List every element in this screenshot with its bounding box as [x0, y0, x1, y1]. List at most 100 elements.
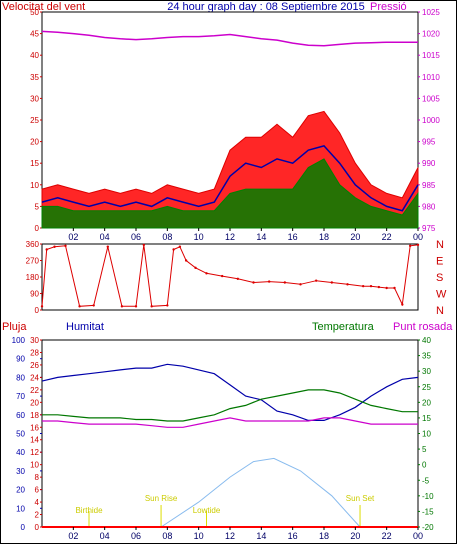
wind-direction-point	[283, 281, 287, 284]
rain-tick-label: 12	[30, 448, 39, 457]
wind-direction-point	[252, 281, 255, 284]
compass-label: W	[436, 289, 447, 301]
temperature-tick-label: -5	[422, 476, 430, 485]
humidity-label: Humitat	[66, 321, 104, 333]
wind-direction-point	[314, 279, 318, 282]
rain-tick-label: 18	[30, 411, 39, 420]
wind-tick-label: 0	[35, 224, 40, 233]
wind-xtick-label: 14	[256, 232, 266, 242]
wind-xtick-label: 04	[100, 232, 110, 242]
rain-tick-label: 2	[35, 511, 40, 520]
wind-xtick-label: 18	[319, 232, 329, 242]
temperature-label: Temperatura	[312, 321, 375, 333]
humidity-tick-label: 20	[16, 486, 25, 495]
pressure-tick-label: 1015	[422, 51, 440, 60]
dewpoint-line	[42, 417, 418, 428]
wind-direction-point	[205, 272, 208, 275]
humidity-tick-label: 100	[12, 336, 26, 345]
humidity-line	[41, 363, 419, 421]
pressure-tick-label: 975	[422, 224, 436, 233]
wind-tick-label: 25	[30, 116, 39, 125]
tide-label: Lowtide	[193, 506, 221, 515]
wind-tick-label: 10	[30, 181, 39, 190]
rain-tick-label: 8	[35, 473, 40, 482]
sun-event-label: Sun Set	[346, 494, 375, 503]
temperature-tick-label: 25	[422, 383, 431, 392]
wind-tick-label: 45	[30, 30, 39, 39]
wind-speed-line	[41, 145, 419, 212]
sun-event-label: Sun Rise	[145, 494, 178, 503]
solar-curve	[160, 457, 361, 528]
direction-tick-label: 180	[26, 273, 40, 282]
wind-direction-point	[385, 286, 388, 290]
wind-direction-point	[172, 248, 175, 251]
direction-tick-label: 90	[30, 290, 39, 299]
humidity-tick-label: 10	[16, 504, 25, 513]
temperature-tick-label: 20	[422, 398, 431, 407]
rain-tick-label: 20	[30, 398, 39, 407]
dewpoint-label: Punt rosada	[393, 321, 453, 333]
rain-tick-label: 10	[30, 461, 39, 470]
wind-xtick-label: 00	[413, 232, 423, 242]
wind-direction-point	[53, 245, 56, 248]
humidity-xtick-label: 22	[382, 531, 392, 541]
pressure-tick-label: 990	[422, 159, 436, 168]
wind-direction-point	[236, 277, 240, 281]
pressure-axis-label: Pressió	[370, 1, 407, 13]
humidity-xtick-label: 06	[131, 531, 141, 541]
temperature-tick-label: 40	[422, 336, 431, 345]
humidity-xtick-label: 14	[256, 531, 266, 541]
humidity-tick-label: 90	[16, 355, 25, 364]
wind-direction-point	[142, 243, 146, 247]
temperature-tick-label: 35	[422, 352, 431, 361]
temperature-tick-label: 15	[422, 414, 431, 423]
compass-label: N	[436, 239, 444, 251]
temperature-tick-label: -15	[422, 507, 434, 516]
wind-direction-point	[106, 245, 110, 248]
wind-direction-point	[401, 303, 404, 306]
wind-direction-point	[134, 305, 138, 308]
compass-label: S	[436, 272, 443, 284]
wind-direction-point	[120, 305, 124, 308]
wind-direction-point	[330, 281, 334, 284]
wind-direction-point	[299, 283, 302, 286]
wind-direction-point	[416, 243, 420, 247]
wind-pressure-panel: 0510152025303540455097598098599099510001…	[30, 8, 440, 242]
compass-label: N	[436, 305, 444, 317]
humidity-tick-label: 40	[16, 448, 25, 457]
rain-tick-label: 16	[30, 423, 39, 432]
rain-tick-label: 26	[30, 361, 39, 370]
pressure-line	[41, 30, 418, 47]
wind-xtick-label: 16	[288, 232, 298, 242]
pressure-tick-label: 1020	[422, 30, 440, 39]
humidity-xtick-label: 02	[68, 531, 78, 541]
rain-label: Pluja	[2, 321, 27, 333]
wind-direction-point	[346, 283, 349, 286]
wind-tick-label: 50	[30, 8, 39, 17]
wind-direction-point	[194, 266, 197, 270]
humidity-tick-label: 30	[16, 467, 25, 476]
pressure-tick-label: 1005	[422, 94, 440, 103]
humidity-xtick-label: 08	[162, 531, 172, 541]
temperature-tick-label: 30	[422, 367, 431, 376]
wind-xtick-label: 08	[162, 232, 172, 242]
rain-tick-label: 28	[30, 348, 39, 357]
wind-xtick-label: 20	[350, 232, 360, 242]
humidity-tick-label: 80	[16, 373, 25, 382]
temperature-tick-label: -20	[422, 523, 434, 532]
wind-direction-point	[92, 304, 95, 307]
wind-xtick-label: 06	[131, 232, 141, 242]
wind-tick-label: 40	[30, 51, 39, 60]
wind-axis-label: Velocitat del vent	[2, 1, 85, 13]
wind-direction-point	[369, 284, 373, 288]
humidity-xtick-label: 10	[194, 531, 204, 541]
humidity-xtick-label: 00	[413, 531, 423, 541]
rain-tick-label: 30	[30, 336, 39, 345]
rain-tick-label: 14	[30, 436, 39, 445]
humidity-tick-label: 0	[21, 523, 26, 532]
rain-tick-label: 4	[35, 498, 40, 507]
temperature-tick-label: 10	[422, 430, 431, 439]
pressure-tick-label: 1025	[422, 8, 440, 17]
